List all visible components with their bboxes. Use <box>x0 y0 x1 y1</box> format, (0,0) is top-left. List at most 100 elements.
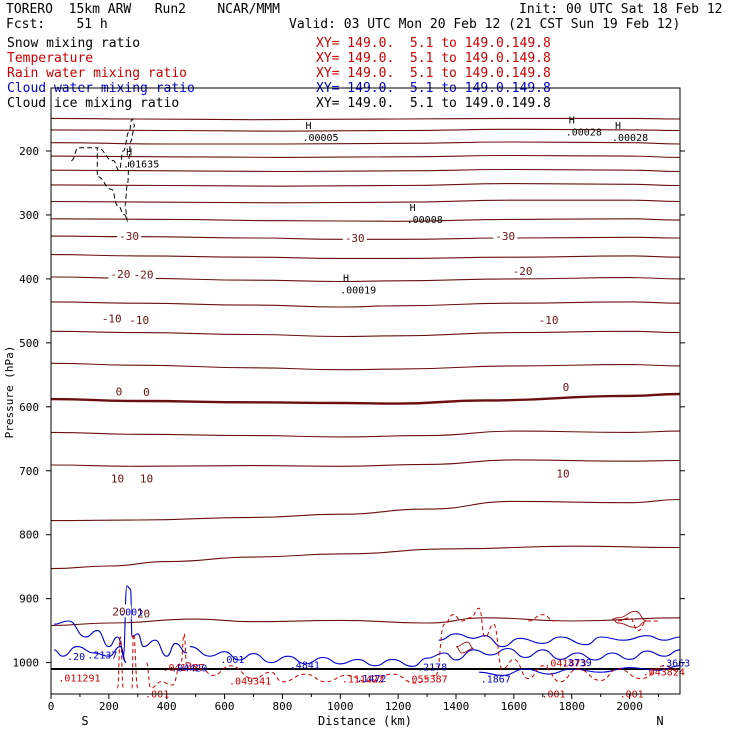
rain-water-contour <box>146 633 188 689</box>
isotherm-label: -20 <box>513 265 533 278</box>
isotherm-label: -30 <box>495 230 515 243</box>
y-tick-label: 300 <box>19 209 39 222</box>
isotherm-label: 10 <box>140 472 153 485</box>
isotherm-m10 <box>50 330 681 338</box>
label-backdrop <box>493 229 518 243</box>
cloud-ice-contour <box>71 118 136 222</box>
y-tick-label: 800 <box>19 529 39 542</box>
label-backdrop <box>105 471 130 485</box>
y-tick-label: 900 <box>19 593 39 606</box>
maximum-marker: H <box>343 273 349 284</box>
cloud-value-label: .2178 <box>417 662 447 673</box>
isotherm-label: 0 <box>143 386 150 399</box>
rain-water-contour <box>186 662 436 684</box>
header-line2-left: Fcst: 51 h <box>6 17 108 32</box>
maximum-value: .00005 <box>302 133 338 144</box>
cloud-water-contour <box>53 620 127 664</box>
isotherm-label: -30 <box>119 230 139 243</box>
isotherm-label: 10 <box>111 472 124 485</box>
cloud-value-label: .4841 <box>290 661 320 672</box>
cloud-contours <box>51 118 681 689</box>
x-tick-label: 1200 <box>385 700 412 713</box>
label-backdrop <box>106 604 131 618</box>
label-backdrop <box>117 229 142 243</box>
isotherm-label: -30 <box>345 232 365 245</box>
y-tick-label: 200 <box>19 145 39 158</box>
isotherm-p10w <box>50 459 681 467</box>
x-tick-label: 1800 <box>558 700 585 713</box>
cloud-value-label: .1867 <box>481 675 511 686</box>
isotherm-p20w <box>50 545 681 570</box>
isotherm-p01 <box>50 117 681 121</box>
x-tick-label: 1000 <box>327 700 354 713</box>
maximum-marker: H <box>305 121 311 132</box>
x-tick-label: 200 <box>99 700 119 713</box>
x-tick-label: 2000 <box>616 700 643 713</box>
isotherm-p06 <box>50 183 681 187</box>
header-line2-right: Valid: 03 UTC Mon 20 Feb 12 (21 CST Sun … <box>289 17 681 32</box>
maximum-marker: H <box>410 203 416 214</box>
rain-water-contour <box>131 633 139 689</box>
plot-frame <box>50 87 681 695</box>
cloud-value-label: .04420 <box>171 664 207 675</box>
label-backdrop <box>553 379 578 393</box>
cloud-value-label: .001 <box>119 607 143 618</box>
maximum-marker: H <box>615 121 621 132</box>
snow-contour <box>455 641 474 654</box>
label-backdrop <box>99 311 124 325</box>
cloud-water-contour <box>438 633 681 648</box>
isotherm-p04 <box>50 154 681 158</box>
isotherm-p08 <box>50 218 681 222</box>
maximum-value: .00028 <box>566 127 602 138</box>
cloud-value-label: .001 <box>220 655 244 666</box>
isotherm-m05 <box>50 362 681 371</box>
cloud-value-label: .041427 <box>163 663 205 674</box>
isotherm-label: 20 <box>137 607 150 620</box>
label-backdrop <box>342 230 367 244</box>
cloud-value-label: .2137 <box>87 650 117 661</box>
cloud-water-contour <box>189 646 681 667</box>
label-backdrop <box>134 471 159 485</box>
isotherm-z00 <box>50 392 681 405</box>
y-tick-label: 400 <box>19 273 39 286</box>
isotherm-label: 0 <box>563 381 570 394</box>
field-cloudice-name: Cloud ice mixing ratio <box>7 96 180 111</box>
label-backdrop <box>106 384 131 398</box>
x-tick-label: 1400 <box>443 700 470 713</box>
y-tick-label: 1000 <box>13 657 40 670</box>
rain-water-contour <box>528 614 555 622</box>
maximum-value: .00008 <box>407 215 443 226</box>
cloud-value-label: .1472 <box>356 674 386 685</box>
cloud-value-label: .049341 <box>229 677 271 688</box>
isotherm-lines <box>50 117 681 627</box>
cloud-value-label: .111422 <box>342 675 384 686</box>
label-backdrop <box>131 606 156 620</box>
field-snow-name: Snow mixing ratio <box>7 36 141 51</box>
y-tick-label: 500 <box>19 337 39 350</box>
rain-water-contour <box>117 636 124 689</box>
header-line1-right: Init: 00 UTC Sat 18 Feb 12 <box>519 2 723 17</box>
cloud-value-label: .055387 <box>406 675 448 686</box>
label-backdrop <box>551 466 576 480</box>
isotherm-label: 0 <box>116 385 123 398</box>
label-backdrop <box>510 264 535 278</box>
y-axis-label: Pressure (hPa) <box>3 346 16 439</box>
y-tick-label: 600 <box>19 401 39 414</box>
maximum-value: .00019 <box>340 285 376 296</box>
x-tick-label: 800 <box>272 700 292 713</box>
label-backdrop <box>536 312 561 326</box>
label-backdrop <box>127 312 152 326</box>
x-axis-label: Distance (km) <box>318 714 412 728</box>
isotherm-p05 <box>50 168 681 173</box>
maximum-marker: H <box>126 147 132 158</box>
isotherm-p25w <box>50 617 681 627</box>
isotherm-p07 <box>50 199 681 204</box>
cloud-value-label: .043824 <box>643 668 685 679</box>
label-backdrop <box>134 385 159 399</box>
isotherm-p02 <box>50 128 681 132</box>
isotherm-label: -10 <box>539 314 559 327</box>
field-snow-xy: XY= 149.0. 5.1 to 149.0.149.8 <box>316 36 551 51</box>
field-temperature-xy: XY= 149.0. 5.1 to 149.0.149.8 <box>316 51 551 66</box>
isotherm-p03 <box>50 141 681 145</box>
y-tick-label: 700 <box>19 465 39 478</box>
